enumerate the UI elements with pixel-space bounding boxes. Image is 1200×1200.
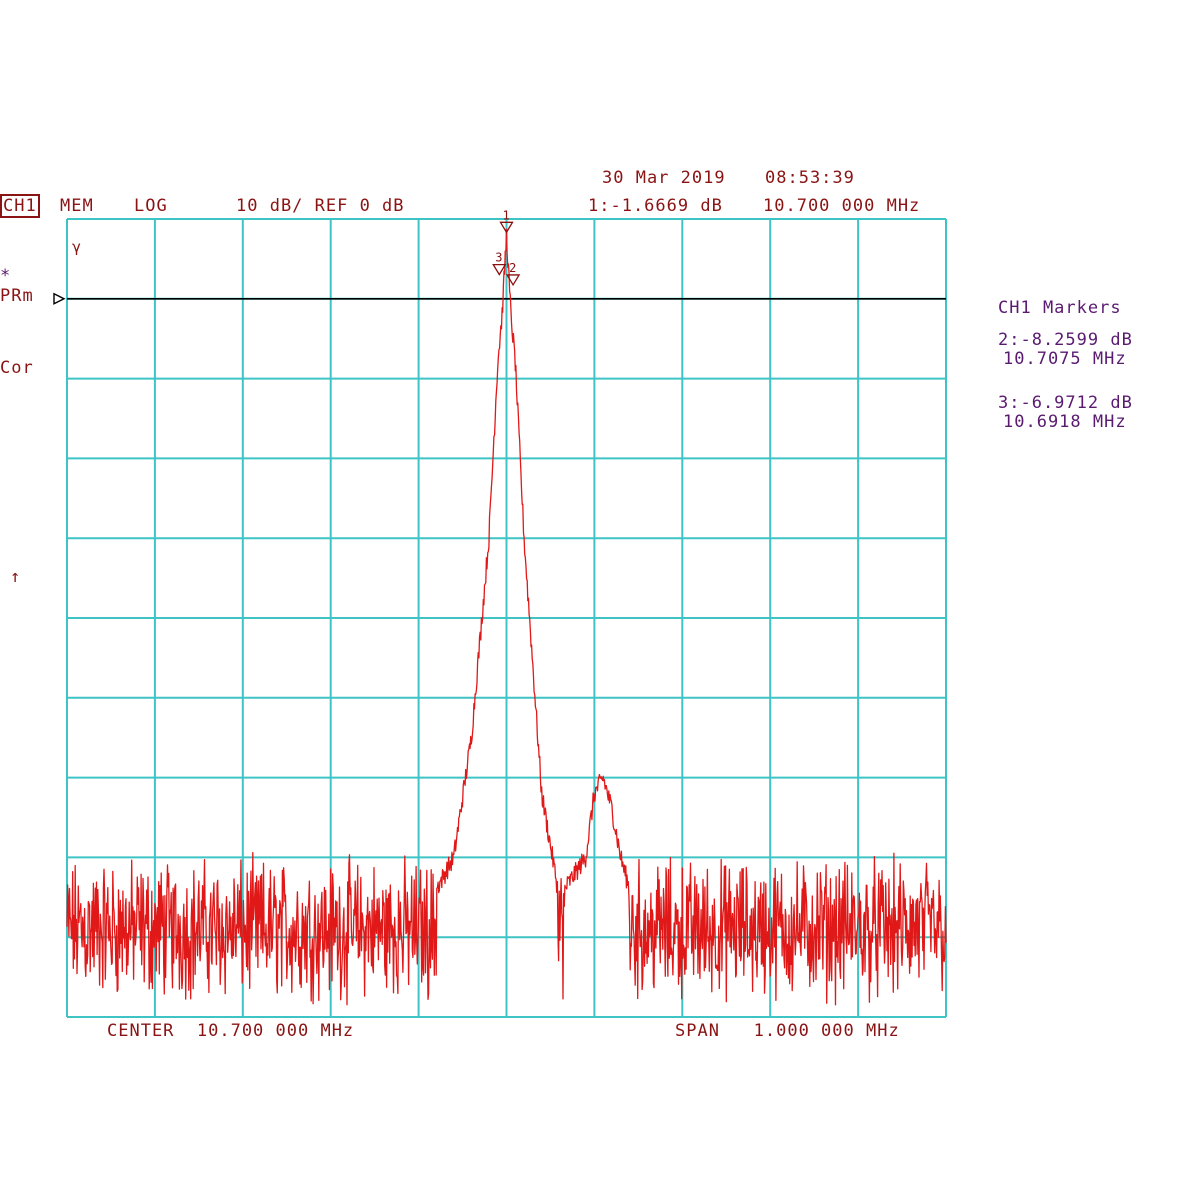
marker-triangle-3 — [492, 263, 507, 276]
marker3-value: 3:-6.9712 dB — [998, 393, 1133, 413]
marker1-frequency: 10.700 000 MHz — [763, 196, 921, 216]
prm-label: PRm — [0, 286, 34, 306]
spectrum-line — [66, 228, 947, 1006]
cor-label: Cor — [0, 358, 34, 378]
marker-triangle-1 — [499, 221, 514, 234]
marker3-frequency: 10.6918 MHz — [1003, 412, 1127, 432]
span-label: SPAN 1.000 000 MHz — [675, 1021, 900, 1041]
gamma-symbol: γ — [72, 238, 81, 256]
marker-label-3: 3 — [495, 251, 502, 265]
spectrum-trace — [66, 228, 947, 1006]
mode-label: MEM — [60, 196, 94, 216]
marker-label-2: 2 — [509, 261, 516, 275]
marker2-frequency: 10.7075 MHz — [1003, 349, 1127, 369]
scale-type-label: LOG — [134, 196, 168, 216]
marker-triangle-2 — [505, 274, 521, 287]
asterisk-symbol: * — [0, 266, 12, 286]
markers: 1 23 — [492, 208, 521, 287]
marker-label-1: 1 — [503, 208, 510, 222]
markers-panel-title: CH1 Markers — [998, 298, 1122, 318]
scale-label: 10 dB/ REF 0 dB — [236, 196, 405, 216]
marker2-value: 2:-8.2599 dB — [998, 330, 1133, 350]
center-frequency-label: CENTER 10.700 000 MHz — [107, 1021, 355, 1041]
channel-box[interactable]: CH1 — [0, 194, 40, 218]
channel-label[interactable]: CH1 — [0, 194, 40, 218]
reference-arrow-icon — [53, 292, 66, 305]
up-arrow-icon: ↑ — [10, 567, 22, 587]
time-label: 08:53:39 — [765, 168, 855, 188]
date-label: 30 Mar 2019 — [602, 168, 726, 188]
marker1-readout: 1:-1.6669 dB — [588, 196, 723, 216]
reference-line — [53, 292, 946, 305]
